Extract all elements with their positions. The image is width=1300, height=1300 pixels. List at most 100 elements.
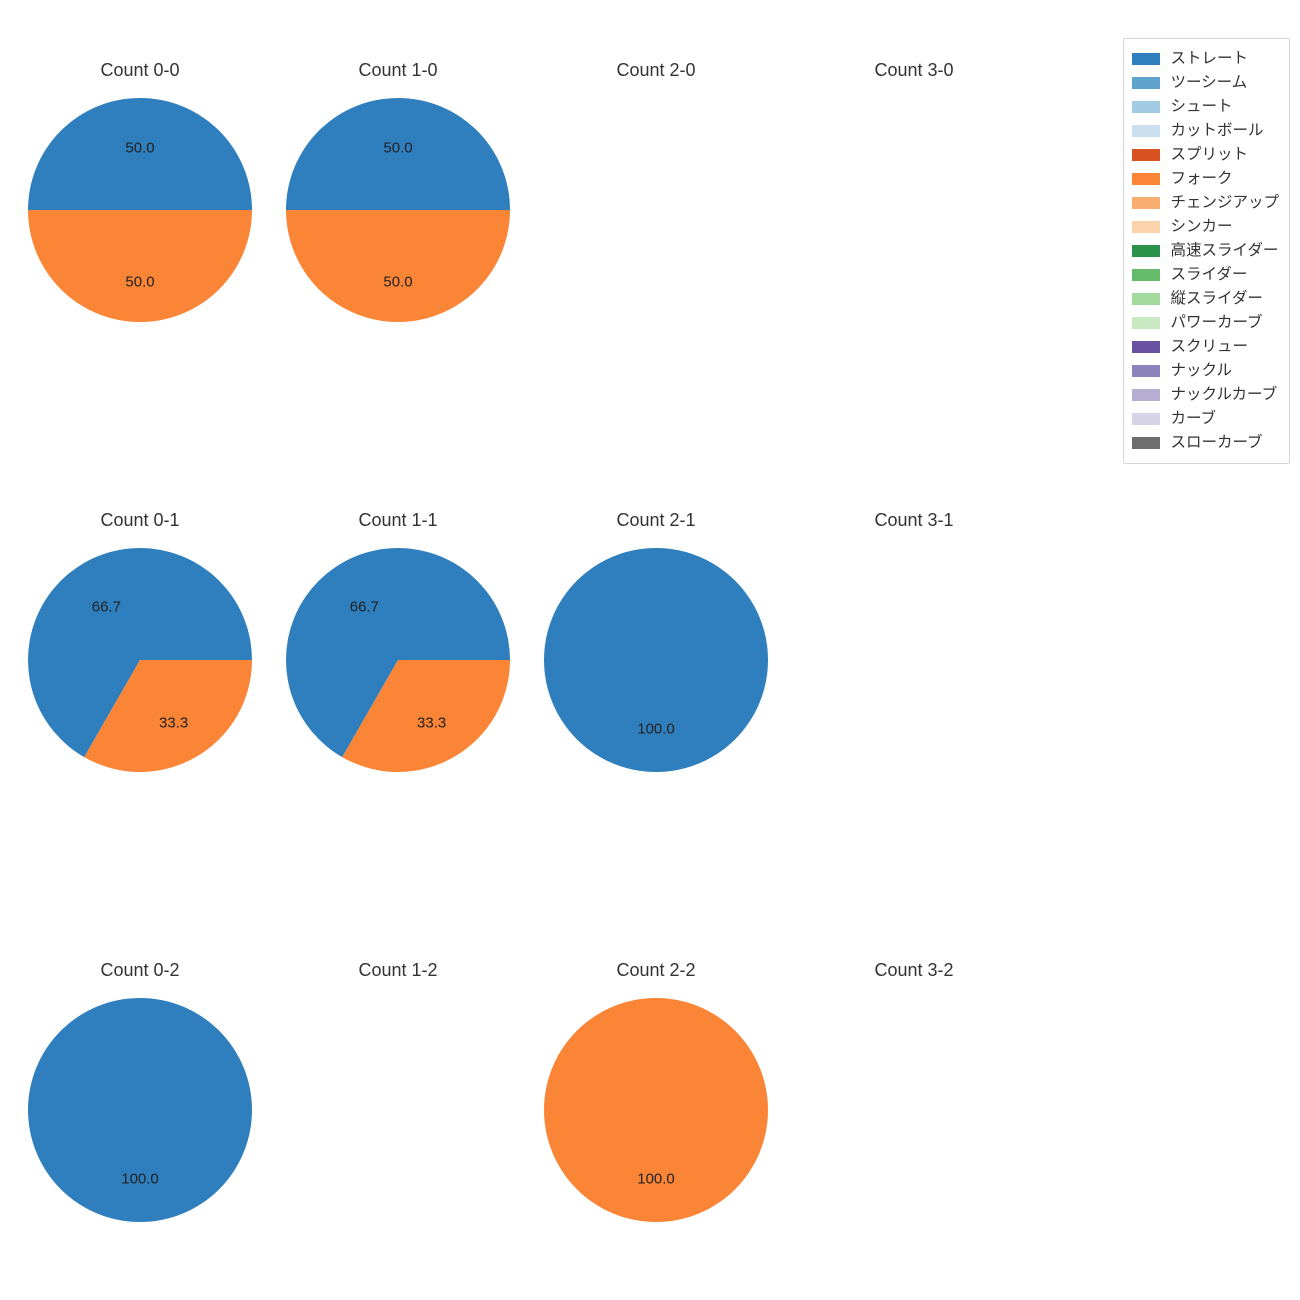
- subplot-title: Count 0-0: [10, 40, 270, 81]
- subplot-title: Count 0-2: [10, 940, 270, 981]
- legend-item: カーブ: [1132, 407, 1279, 431]
- legend-swatch: [1132, 389, 1160, 401]
- subplot-count-2-2: Count 2-2 100.0: [526, 940, 786, 1260]
- pie-chart: 66.7 33.3: [28, 548, 252, 772]
- pie-slice-label: 100.0: [121, 1171, 159, 1188]
- legend-item: スプリット: [1132, 143, 1279, 167]
- pie-slice-label: 50.0: [383, 139, 412, 156]
- legend-swatch: [1132, 269, 1160, 281]
- pie-chart: 100.0: [28, 998, 252, 1222]
- pie-slice-label: 50.0: [125, 274, 154, 291]
- pie-svg: [286, 548, 510, 772]
- legend-label: 縦スライダー: [1170, 287, 1262, 311]
- legend-label: ナックルカーブ: [1170, 383, 1277, 407]
- pie-slice: [28, 210, 252, 322]
- legend-swatch: [1132, 221, 1160, 233]
- subplot-count-0-1: Count 1-0 50.0 50.0: [268, 40, 528, 360]
- legend-label: フォーク: [1170, 167, 1232, 191]
- pie-slice-label: 33.3: [417, 715, 446, 732]
- legend-swatch: [1132, 437, 1160, 449]
- legend-label: 高速スライダー: [1170, 239, 1278, 263]
- legend-item: ツーシーム: [1132, 71, 1279, 95]
- legend-swatch: [1132, 293, 1160, 305]
- subplot-title: Count 1-2: [268, 940, 528, 981]
- pie-svg: [28, 548, 252, 772]
- pie-chart: 66.7 33.3: [286, 548, 510, 772]
- subplot-title: Count 2-1: [526, 490, 786, 531]
- pie-slice-label: 100.0: [637, 721, 675, 738]
- legend-label: パワーカーブ: [1170, 311, 1262, 335]
- subplot-count-1-0: Count 0-1 66.7 33.3: [10, 490, 270, 810]
- legend-item: スローカーブ: [1132, 431, 1279, 455]
- pie-chart: 100.0: [544, 998, 768, 1222]
- legend-item: シンカー: [1132, 215, 1279, 239]
- subplot-title: Count 2-0: [526, 40, 786, 81]
- subplot-count-0-2: Count 2-0: [526, 40, 786, 360]
- subplot-count-1-2: Count 2-1 100.0: [526, 490, 786, 810]
- legend-label: シンカー: [1170, 215, 1232, 239]
- legend-swatch: [1132, 317, 1160, 329]
- legend-label: スライダー: [1170, 263, 1247, 287]
- pie-slice: [544, 548, 768, 772]
- subplot-title: Count 1-0: [268, 40, 528, 81]
- legend-item: シュート: [1132, 95, 1279, 119]
- legend: ストレートツーシームシュートカットボールスプリットフォークチェンジアップシンカー…: [1123, 38, 1290, 464]
- subplot-count-1-3: Count 3-1: [784, 490, 1044, 810]
- legend-swatch: [1132, 101, 1160, 113]
- legend-label: スプリット: [1170, 143, 1248, 167]
- subplot-title: Count 3-0: [784, 40, 1044, 81]
- legend-label: スローカーブ: [1170, 431, 1262, 455]
- pie-slice-label: 50.0: [383, 274, 412, 291]
- legend-item: チェンジアップ: [1132, 191, 1279, 215]
- legend-swatch: [1132, 149, 1160, 161]
- legend-swatch: [1132, 77, 1160, 89]
- legend-label: カットボール: [1170, 119, 1263, 143]
- subplot-title: Count 2-2: [526, 940, 786, 981]
- legend-swatch: [1132, 53, 1160, 65]
- legend-swatch: [1132, 365, 1160, 377]
- pie-slice-label: 66.7: [350, 598, 379, 615]
- pie-slice: [286, 210, 510, 322]
- legend-item: パワーカーブ: [1132, 311, 1279, 335]
- legend-label: スクリュー: [1170, 335, 1248, 359]
- legend-label: カーブ: [1170, 407, 1216, 431]
- pie-chart: 50.0 50.0: [28, 98, 252, 322]
- legend-label: ナックル: [1170, 359, 1232, 383]
- legend-item: カットボール: [1132, 119, 1279, 143]
- legend-item: スクリュー: [1132, 335, 1279, 359]
- subplot-count-0-3: Count 3-0: [784, 40, 1044, 360]
- legend-swatch: [1132, 341, 1160, 353]
- subplot-title: Count 3-1: [784, 490, 1044, 531]
- legend-item: ストレート: [1132, 47, 1279, 71]
- legend-item: 縦スライダー: [1132, 287, 1279, 311]
- pie-slice-label: 100.0: [637, 1171, 675, 1188]
- legend-label: チェンジアップ: [1170, 191, 1279, 215]
- legend-item: ナックルカーブ: [1132, 383, 1279, 407]
- subplot-title: Count 3-2: [784, 940, 1044, 981]
- legend-label: ストレート: [1170, 47, 1248, 71]
- legend-swatch: [1132, 125, 1160, 137]
- pie-slice-label: 66.7: [92, 598, 121, 615]
- subplot-count-1-1: Count 1-166.733.3: [268, 490, 528, 810]
- pie-slice: [544, 998, 768, 1222]
- pie-chart: 100.0: [544, 548, 768, 772]
- legend-swatch: [1132, 245, 1160, 257]
- pie-slice: [28, 998, 252, 1222]
- legend-item: 高速スライダー: [1132, 239, 1279, 263]
- pie-slice-label: 50.0: [125, 139, 154, 156]
- legend-label: ツーシーム: [1170, 71, 1247, 95]
- legend-swatch: [1132, 413, 1160, 425]
- subplot-count-0-0: Count 0-0 50.0 50.0: [10, 40, 270, 360]
- legend-item: フォーク: [1132, 167, 1279, 191]
- pie-svg: [544, 998, 768, 1222]
- pie-chart: 50.0 50.0: [286, 98, 510, 322]
- pie-svg: [28, 998, 252, 1222]
- legend-swatch: [1132, 197, 1160, 209]
- pie-slice-label: 33.3: [159, 715, 188, 732]
- legend-swatch: [1132, 173, 1160, 185]
- legend-item: スライダー: [1132, 263, 1279, 287]
- subplot-count-2-0: Count 0-2 100.0: [10, 940, 270, 1260]
- subplot-count-2-1: Count 1-2: [268, 940, 528, 1260]
- legend-item: ナックル: [1132, 359, 1279, 383]
- subplot-title: Count 0-1: [10, 490, 270, 531]
